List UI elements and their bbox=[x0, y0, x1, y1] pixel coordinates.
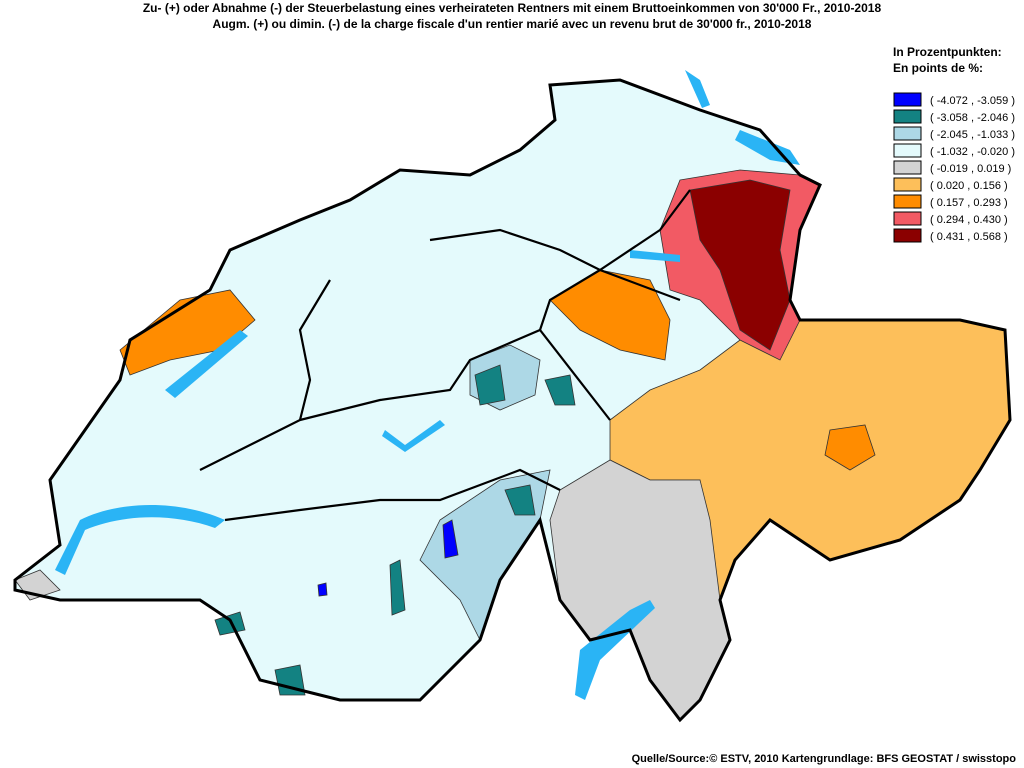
title-fr: Augm. (+) ou dimin. (-) de la charge fis… bbox=[213, 17, 812, 31]
lake bbox=[685, 70, 710, 108]
legend-label: ( -2.045 , -1.033 ) bbox=[930, 129, 1015, 141]
legend-swatch bbox=[893, 109, 922, 124]
region bbox=[504, 484, 536, 516]
region bbox=[274, 664, 306, 696]
legend-label: ( 0.020 , 0.156 ) bbox=[930, 180, 1008, 192]
legend-swatch bbox=[893, 92, 922, 107]
regions bbox=[14, 79, 1011, 721]
legend-label: ( -0.019 , 0.019 ) bbox=[930, 163, 1011, 175]
country-border bbox=[13, 78, 1012, 723]
canton-border bbox=[224, 468, 561, 522]
lake bbox=[630, 250, 680, 262]
lake bbox=[382, 420, 445, 452]
canton-border bbox=[429, 189, 691, 272]
lake bbox=[165, 330, 248, 398]
legend-swatch bbox=[893, 177, 922, 192]
legend-swatch bbox=[893, 228, 922, 243]
region bbox=[474, 364, 506, 406]
legend: ( -4.072 , -3.059 ) ( -3.058 , -2.046 ) ( … bbox=[893, 92, 1015, 243]
region bbox=[389, 559, 406, 616]
canton-border bbox=[299, 328, 611, 422]
legend-label: ( -3.058 , -2.046 ) bbox=[930, 112, 1015, 124]
lake bbox=[55, 505, 225, 575]
legend-swatch bbox=[893, 160, 922, 175]
legend-label: ( 0.157 , 0.293 ) bbox=[930, 197, 1008, 209]
legend-label: ( -4.072 , -3.059 ) bbox=[930, 95, 1015, 107]
region bbox=[549, 269, 671, 361]
legend-title: En points de %: bbox=[893, 61, 983, 75]
region bbox=[214, 611, 246, 636]
legend-swatch bbox=[893, 194, 922, 209]
region bbox=[544, 374, 576, 406]
legend-swatch bbox=[893, 211, 922, 226]
lake bbox=[575, 600, 655, 700]
canton-borders bbox=[199, 189, 691, 522]
canton-border bbox=[199, 279, 331, 471]
legend-label: ( 0.431 , 0.568 ) bbox=[930, 231, 1008, 243]
region bbox=[442, 519, 459, 559]
region bbox=[824, 424, 876, 471]
legend-swatch bbox=[893, 126, 922, 141]
legend-title: In Prozentpunkten: bbox=[893, 45, 1002, 59]
canton-border bbox=[538, 268, 681, 331]
legend-label: ( 0.294 , 0.430 ) bbox=[930, 214, 1008, 226]
source: Quelle/Source:© ESTV, 2010 Kartengrundla… bbox=[632, 753, 1017, 765]
lakes bbox=[55, 70, 800, 700]
legend-swatch bbox=[893, 143, 922, 158]
legend-label: ( -1.032 , -0.020 ) bbox=[930, 146, 1015, 158]
title-de: Zu- (+) oder Abnahme (-) der Steuerbelas… bbox=[143, 1, 882, 15]
region bbox=[317, 582, 328, 597]
region bbox=[689, 179, 791, 351]
